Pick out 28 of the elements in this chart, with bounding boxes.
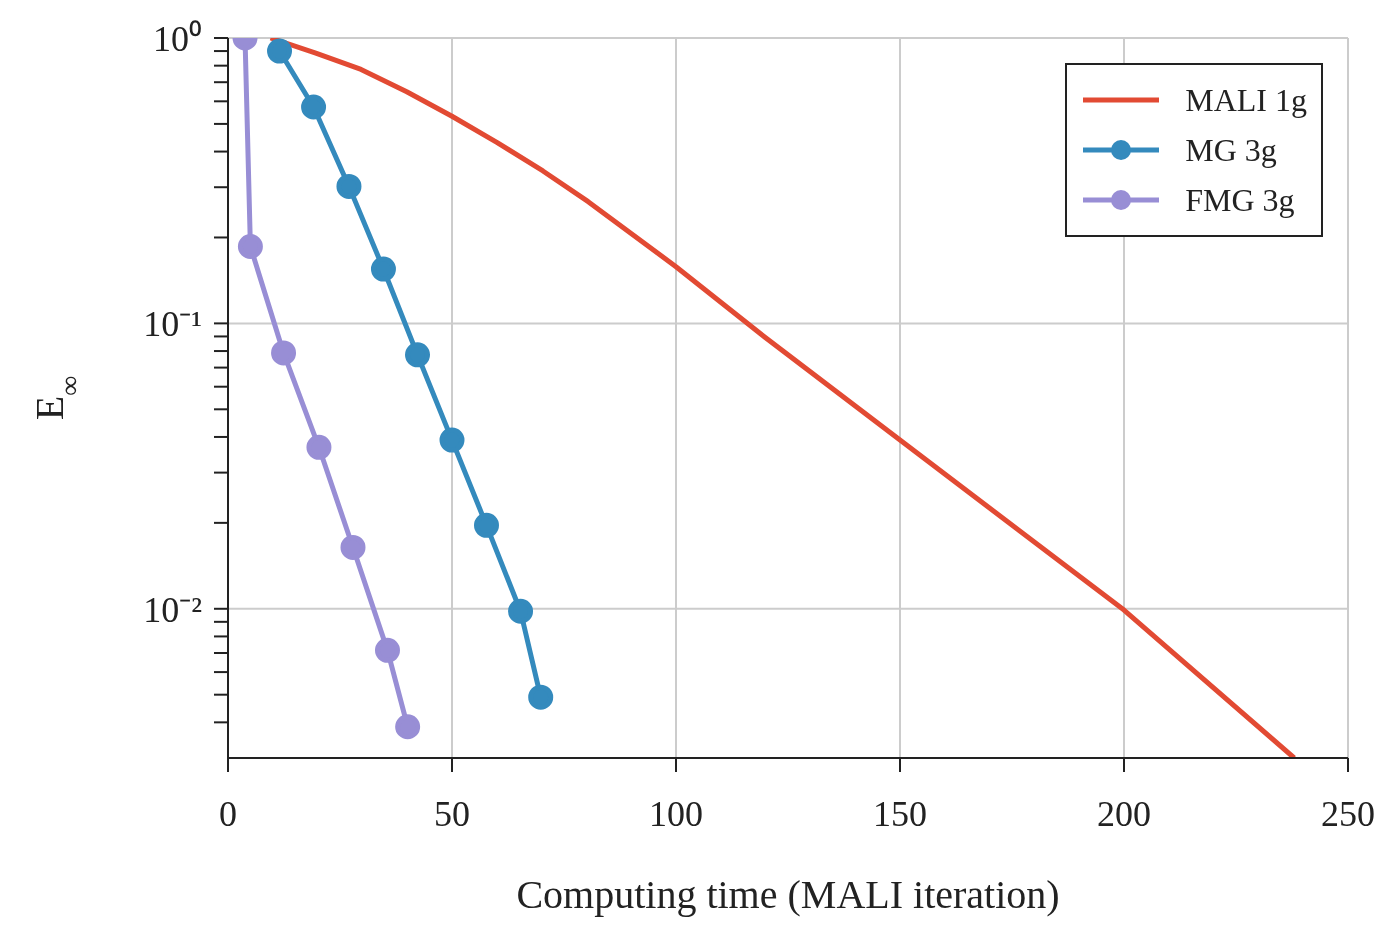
- y-tick-label: 10⁰: [153, 18, 202, 59]
- y-tick-label: 10⁻¹: [143, 304, 202, 345]
- x-tick-label: 50: [434, 794, 470, 834]
- point: [528, 684, 554, 710]
- legend-label: FMG 3g: [1185, 181, 1295, 219]
- point: [508, 598, 534, 624]
- point: [474, 512, 499, 538]
- point: [306, 434, 332, 460]
- legend-label: MALI 1g: [1185, 81, 1307, 119]
- point: [370, 256, 396, 282]
- point: [405, 342, 430, 368]
- point: [374, 637, 400, 663]
- point: [271, 340, 297, 366]
- point: [237, 233, 263, 259]
- point: [439, 427, 465, 453]
- legend-label: MG 3g: [1185, 131, 1277, 169]
- x-tick-label: 200: [1097, 794, 1151, 834]
- point: [336, 173, 362, 199]
- point: [340, 534, 366, 560]
- x-tick-label: 150: [873, 794, 927, 834]
- x-axis-title: Computing time (MALI iteration): [516, 872, 1060, 917]
- x-tick-label: 0: [219, 794, 237, 834]
- y-tick-label: 10⁻²: [143, 589, 202, 630]
- x-tick-label: 250: [1321, 794, 1375, 834]
- x-tick-label: 100: [649, 794, 703, 834]
- point: [301, 94, 327, 120]
- point: [267, 38, 293, 64]
- point: [395, 714, 421, 740]
